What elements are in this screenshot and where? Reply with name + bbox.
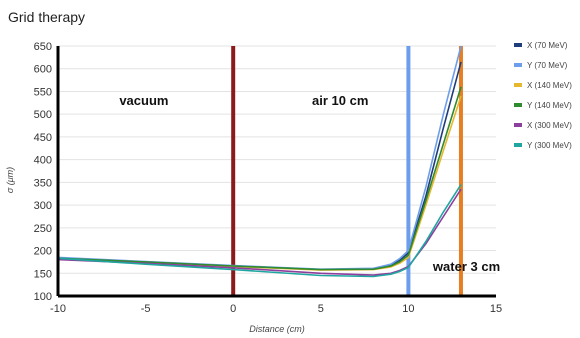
- y-tick-label: 600: [34, 64, 52, 76]
- y-tick-label: 400: [34, 155, 52, 167]
- x-tick-label: 5: [318, 303, 324, 315]
- y-tick-label: 300: [34, 200, 52, 212]
- y-tick-label: 550: [34, 86, 52, 98]
- x-axis-title: Distance (cm): [249, 324, 305, 334]
- region-label: air 10 cm: [312, 93, 368, 108]
- region-markers: [231, 46, 463, 296]
- series-line: [57, 95, 462, 271]
- series-lines: [57, 45, 462, 278]
- series-line: [57, 184, 462, 278]
- x-tick-label: 0: [230, 303, 236, 315]
- grid-lines: [58, 45, 496, 297]
- y-tick-label: 100: [34, 291, 52, 303]
- y-tick-label: 450: [34, 132, 52, 144]
- region-label: vacuum: [119, 93, 168, 108]
- y-tick-label: 250: [34, 223, 52, 235]
- legend: X (70 MeV) Y (70 MeV) X (140 MeV) Y (140 Me…: [514, 41, 572, 150]
- x-tick-label: -10: [50, 303, 66, 315]
- legend-label: X (70 MeV): [527, 41, 568, 50]
- y-axis-title: σ (μm): [5, 167, 15, 193]
- axes: 100150200250300350400450500550600650-10-…: [34, 41, 502, 315]
- legend-label: Y (300 MeV): [527, 141, 572, 150]
- legend-label: Y (70 MeV): [527, 61, 568, 70]
- region-labels: vacuum air 10 cm water 3 cm: [119, 93, 500, 274]
- y-tick-label: 150: [34, 268, 52, 280]
- legend-label: Y (140 MeV): [527, 101, 572, 110]
- y-tick-label: 500: [34, 109, 52, 121]
- x-tick-label: 10: [402, 303, 414, 315]
- x-tick-label: 15: [490, 303, 502, 315]
- x-tick-label: -5: [141, 303, 151, 315]
- region-label: water 3 cm: [432, 259, 500, 274]
- legend-label: X (140 MeV): [527, 81, 572, 90]
- y-tick-label: 650: [34, 41, 52, 53]
- series-line: [57, 45, 462, 271]
- y-tick-label: 350: [34, 177, 52, 189]
- chart-title: Grid therapy: [8, 9, 85, 25]
- series-line: [57, 188, 462, 276]
- series-line: [57, 86, 462, 271]
- y-tick-label: 200: [34, 246, 52, 258]
- legend-label: X (300 MeV): [527, 121, 572, 130]
